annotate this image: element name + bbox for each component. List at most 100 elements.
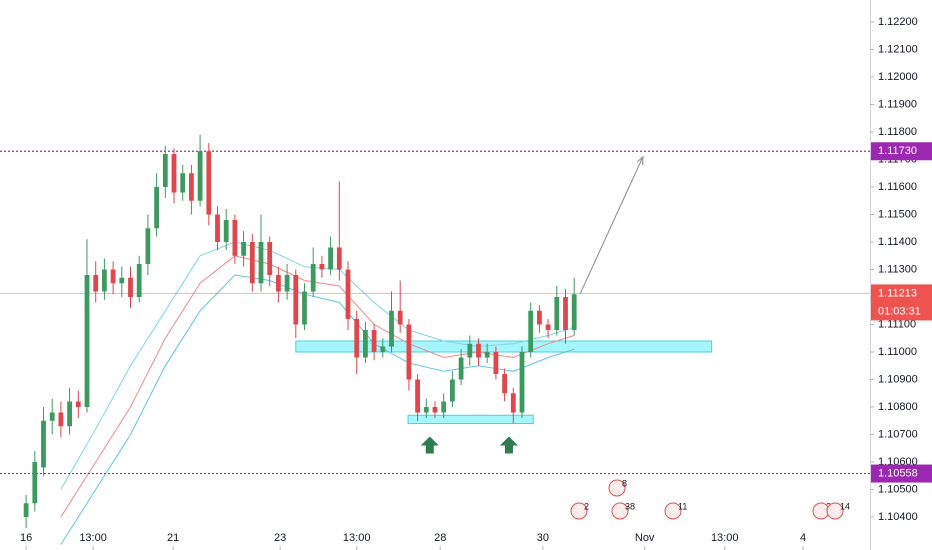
candle-body bbox=[258, 242, 264, 284]
candle-body bbox=[154, 187, 159, 229]
candle-body bbox=[84, 275, 90, 407]
y-tick-label: 1.10500 bbox=[878, 483, 918, 495]
x-tick-label: 4 bbox=[800, 532, 806, 544]
event-count: 14 bbox=[840, 501, 850, 511]
candle-body bbox=[310, 264, 316, 292]
candle-body bbox=[119, 277, 125, 284]
event-count: 38 bbox=[625, 501, 635, 511]
candle-body bbox=[110, 269, 116, 284]
candle-body bbox=[537, 310, 542, 325]
candle-body bbox=[423, 407, 429, 413]
y-tick-label: 1.11600 bbox=[878, 181, 917, 193]
y-tick-label: 1.11000 bbox=[878, 346, 917, 358]
candle-body bbox=[458, 357, 464, 380]
candle-body bbox=[223, 220, 229, 242]
projection-arrow bbox=[579, 156, 644, 294]
candle-body bbox=[328, 247, 333, 270]
y-tick-label: 1.11400 bbox=[878, 236, 917, 248]
event-icon bbox=[826, 502, 844, 520]
candle-body bbox=[336, 247, 342, 270]
y-tick-label: 1.10800 bbox=[878, 401, 918, 413]
event-icon bbox=[611, 502, 629, 520]
candle-body bbox=[415, 379, 420, 413]
event-count: 11 bbox=[678, 501, 687, 511]
candle-body bbox=[206, 151, 212, 215]
y-tick-label: 1.10900 bbox=[878, 373, 918, 385]
up-arrow-marker bbox=[499, 436, 518, 454]
zone bbox=[407, 414, 534, 424]
candle-body bbox=[545, 324, 551, 330]
candle-body bbox=[162, 154, 168, 187]
candle-body bbox=[267, 242, 273, 275]
candle-body bbox=[102, 269, 107, 292]
candle-body bbox=[571, 294, 577, 330]
level-label-box bbox=[871, 464, 932, 483]
event-count: 8 bbox=[622, 478, 627, 488]
candle-body bbox=[363, 330, 368, 358]
candle-body bbox=[450, 379, 455, 402]
y-tick-label: 1.11900 bbox=[878, 98, 917, 110]
candle-body bbox=[197, 151, 203, 201]
x-tick-label: 16 bbox=[20, 532, 32, 544]
y-tick-label: 1.11500 bbox=[878, 208, 917, 220]
candle-body bbox=[389, 310, 394, 347]
x-tick-label: 21 bbox=[167, 532, 179, 544]
candle-body bbox=[406, 324, 412, 380]
x-tick-label: Nov bbox=[635, 532, 655, 544]
x-tick-label: 28 bbox=[434, 532, 446, 544]
candle-body bbox=[67, 401, 72, 427]
candle-body bbox=[23, 503, 29, 517]
level-label: 1.11730 bbox=[878, 145, 917, 157]
y-tick-label: 1.11100 bbox=[878, 318, 916, 330]
y-tick-label: 1.12100 bbox=[878, 43, 918, 55]
arrow-head bbox=[636, 155, 644, 165]
candle-body bbox=[528, 310, 534, 352]
candle-body bbox=[215, 214, 220, 242]
candle-body bbox=[345, 269, 351, 319]
y-tick-label: 1.10700 bbox=[878, 428, 918, 440]
candle-body bbox=[476, 343, 481, 358]
x-tick-label: 13:00 bbox=[79, 532, 107, 544]
x-tick-label: 13:00 bbox=[711, 532, 739, 544]
candle-body bbox=[293, 275, 299, 325]
candle-body bbox=[75, 401, 81, 407]
y-tick-label: 1.10400 bbox=[878, 511, 918, 523]
event-icon bbox=[570, 502, 588, 520]
candle-body bbox=[484, 352, 490, 358]
candle-body bbox=[397, 310, 403, 325]
x-tick-label: 30 bbox=[537, 532, 549, 544]
candle-body bbox=[41, 420, 46, 468]
candle-body bbox=[128, 277, 133, 297]
candle-body bbox=[502, 374, 507, 394]
x-tick-label: 13:00 bbox=[343, 532, 371, 544]
candle-body bbox=[93, 275, 99, 292]
candle-body bbox=[380, 346, 386, 352]
last-price-box bbox=[871, 284, 932, 321]
candle-body bbox=[493, 352, 499, 374]
candle-body bbox=[249, 242, 255, 284]
candle-body bbox=[49, 412, 55, 421]
candle-body bbox=[467, 343, 473, 358]
y-tick-label: 1.12200 bbox=[878, 16, 918, 28]
x-tick-label: 23 bbox=[274, 532, 286, 544]
y-tick-label: 1.11300 bbox=[878, 263, 917, 275]
candle-body bbox=[563, 297, 568, 330]
candle-body bbox=[145, 228, 151, 264]
candle-body bbox=[241, 242, 246, 256]
candle-body bbox=[554, 297, 560, 330]
level-label-box bbox=[871, 142, 932, 161]
countdown-label: 01:03:31 bbox=[878, 305, 921, 317]
candle-body bbox=[284, 275, 290, 292]
last-price-label: 1.11213 bbox=[878, 287, 917, 299]
event-icon bbox=[664, 502, 682, 520]
candle-body bbox=[302, 291, 307, 325]
event-icon bbox=[608, 479, 626, 497]
zone bbox=[295, 340, 713, 353]
up-arrow-marker bbox=[420, 436, 439, 454]
y-tick-label: 1.11800 bbox=[878, 126, 917, 138]
candle-body bbox=[432, 407, 438, 413]
level-label: 1.10558 bbox=[878, 467, 918, 479]
candle-body bbox=[232, 220, 238, 256]
